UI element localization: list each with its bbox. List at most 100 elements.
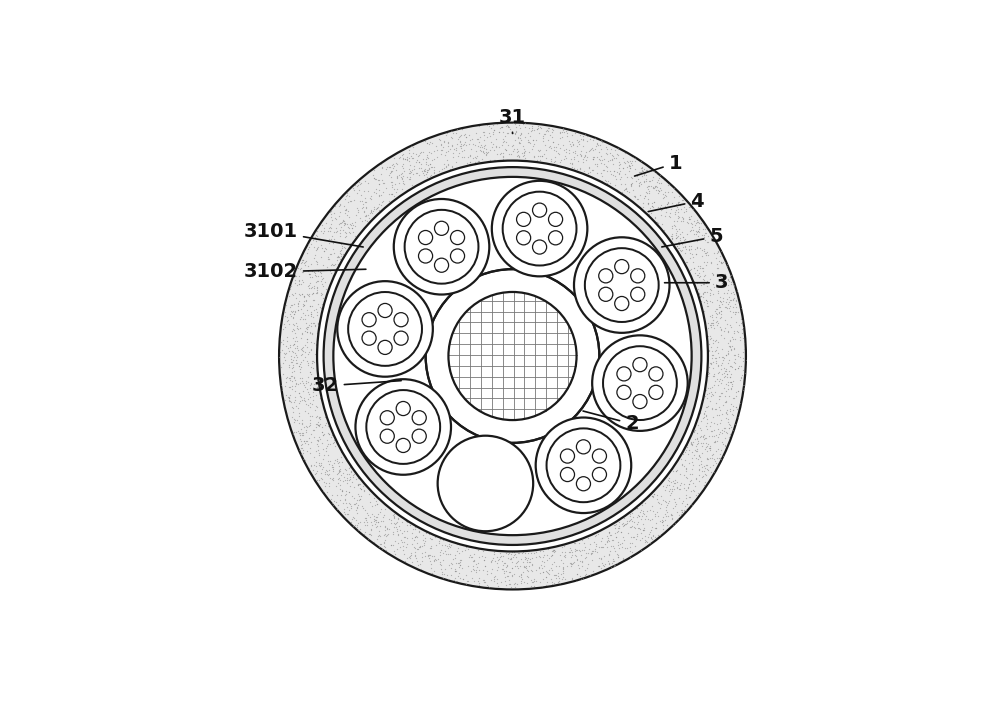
Point	[507, 128, 523, 139]
Point	[683, 474, 699, 486]
Point	[293, 442, 309, 453]
Point	[698, 409, 714, 420]
Point	[722, 403, 738, 415]
Point	[687, 268, 703, 279]
Point	[723, 345, 739, 356]
Point	[477, 560, 493, 571]
Point	[510, 131, 526, 142]
Point	[710, 347, 726, 358]
Point	[651, 172, 667, 183]
Point	[330, 499, 346, 510]
Point	[677, 240, 693, 251]
Point	[382, 168, 398, 179]
Point	[424, 154, 440, 165]
Point	[288, 264, 304, 276]
Point	[305, 287, 321, 298]
Point	[426, 145, 442, 157]
Point	[555, 558, 571, 569]
Point	[389, 172, 405, 183]
Point	[322, 439, 338, 450]
Point	[282, 339, 298, 350]
Point	[308, 422, 324, 433]
Point	[547, 155, 563, 166]
Point	[428, 554, 444, 565]
Point	[392, 525, 408, 536]
Point	[293, 424, 309, 435]
Point	[503, 581, 519, 592]
Point	[547, 546, 563, 557]
Point	[645, 182, 661, 193]
Circle shape	[434, 221, 449, 235]
Point	[697, 405, 713, 417]
Point	[723, 288, 739, 299]
Point	[669, 482, 685, 493]
Point	[556, 154, 572, 165]
Point	[509, 144, 525, 155]
Point	[601, 558, 617, 569]
Point	[712, 296, 728, 307]
Circle shape	[576, 440, 591, 454]
Point	[714, 277, 730, 288]
Point	[635, 202, 651, 213]
Point	[695, 288, 711, 300]
Point	[698, 259, 714, 271]
Point	[721, 355, 737, 366]
Point	[357, 210, 373, 221]
Point	[337, 508, 353, 520]
Point	[308, 339, 324, 350]
Point	[633, 166, 649, 177]
Point	[660, 197, 676, 209]
Point	[489, 118, 505, 129]
Point	[635, 518, 651, 529]
Point	[297, 454, 313, 465]
Point	[713, 378, 729, 389]
Point	[563, 558, 579, 569]
Point	[498, 580, 514, 591]
Point	[337, 474, 353, 486]
Point	[386, 517, 402, 528]
Point	[619, 156, 635, 167]
Point	[451, 568, 467, 579]
Point	[564, 546, 580, 557]
Point	[550, 541, 566, 552]
Point	[644, 534, 660, 545]
Point	[475, 127, 491, 138]
Point	[366, 172, 382, 183]
Point	[368, 496, 384, 507]
Point	[302, 410, 318, 422]
Point	[607, 179, 623, 190]
Point	[415, 534, 431, 545]
Point	[695, 412, 711, 424]
Point	[342, 228, 358, 239]
Point	[372, 539, 388, 550]
Point	[711, 393, 727, 404]
Point	[358, 513, 374, 524]
Point	[302, 442, 318, 453]
Point	[648, 168, 664, 179]
Point	[321, 459, 337, 470]
Point	[437, 149, 453, 161]
Circle shape	[574, 238, 670, 333]
Point	[731, 360, 747, 372]
Point	[287, 394, 303, 405]
Point	[441, 560, 457, 571]
Point	[470, 155, 486, 166]
Point	[689, 443, 705, 455]
Point	[350, 179, 366, 190]
Point	[323, 259, 339, 270]
Point	[513, 553, 529, 564]
Point	[334, 216, 350, 228]
Point	[712, 301, 728, 312]
Point	[640, 199, 656, 210]
Point	[302, 271, 318, 283]
Point	[291, 388, 307, 399]
Point	[339, 455, 355, 467]
Point	[540, 122, 556, 133]
Point	[495, 137, 511, 148]
Point	[499, 120, 515, 131]
Point	[411, 526, 427, 537]
Point	[634, 499, 650, 510]
Point	[562, 558, 578, 569]
Point	[492, 123, 508, 134]
Point	[671, 238, 687, 250]
